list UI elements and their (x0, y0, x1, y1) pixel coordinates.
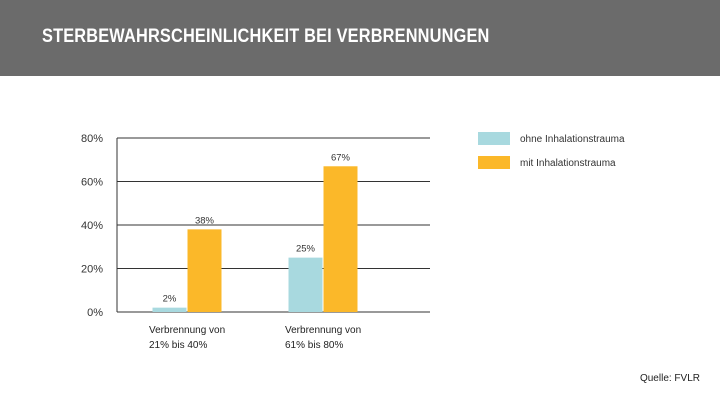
page-title: STERBEWAHRSCHEINLICHKEIT BEI VERBRENNUNG… (42, 26, 490, 47)
x-category-label: Verbrennung von (149, 325, 225, 336)
bar-mit-1 (187, 229, 222, 312)
y-tick-label: 40% (81, 220, 103, 232)
y-tick-label: 60% (81, 177, 103, 189)
bar-ohne-1 (152, 307, 187, 312)
legend-swatch-mit (478, 156, 510, 169)
y-tick-label: 20% (81, 264, 103, 276)
data-label: 67% (331, 152, 351, 163)
legend-label: mit Inhalationstrauma (520, 158, 616, 169)
header-bar: STERBEWAHRSCHEINLICHKEIT BEI VERBRENNUNG… (0, 0, 720, 76)
x-category-label: Verbrennung von (285, 325, 361, 336)
legend-swatch-ohne (478, 132, 510, 145)
x-category-label: 61% bis 80% (285, 340, 343, 351)
data-label: 2% (163, 294, 177, 305)
bar-mit-2 (323, 166, 358, 312)
data-label: 25% (296, 244, 316, 255)
y-tick-label: 0% (87, 307, 103, 319)
bar-ohne-2 (288, 257, 323, 312)
y-tick-label: 80% (81, 133, 103, 145)
source-note: Quelle: FVLR (639, 373, 700, 384)
data-label: 38% (195, 215, 215, 226)
legend-label: ohne Inhalationstrauma (520, 134, 625, 145)
x-category-label: 21% bis 40% (149, 340, 207, 351)
